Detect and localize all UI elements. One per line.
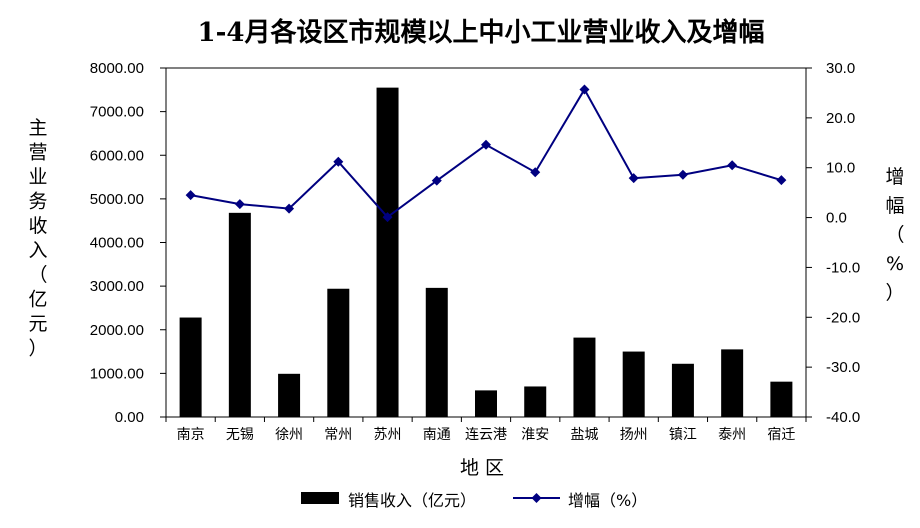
legend-swatch-marker	[531, 493, 542, 503]
x-tick-label: 常州	[324, 427, 352, 443]
y-left-tick-label: 7000.00	[90, 104, 144, 121]
legend-label-bar: 销售收入（亿元）	[348, 491, 476, 510]
growth-point	[530, 167, 541, 178]
y-right-tick-label: -10.0	[826, 259, 860, 276]
growth-point	[431, 175, 442, 186]
bar	[671, 363, 694, 417]
growth-point	[579, 84, 590, 95]
x-axis-label: 地 区	[460, 457, 504, 479]
bar	[278, 373, 301, 417]
x-tick-label: 南通	[423, 427, 451, 443]
growth-point	[234, 199, 245, 210]
chart-title: 1-4月各设区市规模以上中小工业营业收入及增幅	[198, 17, 765, 48]
y-right-label-char: 增	[885, 166, 904, 188]
y-right-tick-label: 30.0	[826, 60, 855, 77]
y-right-tick-label: -40.0	[826, 409, 860, 426]
y-left-tick-label: 1000.00	[90, 365, 144, 382]
y-left-tick-label: 8000.00	[90, 60, 144, 77]
growth-point	[382, 212, 393, 223]
y-right-label-char: ）	[885, 282, 904, 304]
growth-line	[190, 87, 782, 219]
x-tick-label: 镇江	[669, 427, 697, 443]
growth-point	[677, 169, 688, 180]
y-left-tick-label: 2000.00	[90, 322, 144, 339]
x-tick-label: 南京	[177, 427, 205, 443]
bar	[327, 288, 350, 417]
bar	[425, 287, 448, 417]
growth-point	[284, 203, 295, 214]
plot-border	[165, 67, 807, 418]
y-left-tick-label: 3000.00	[90, 278, 144, 295]
y-left-tick-label: 5000.00	[90, 191, 144, 208]
y-right-tick-label: 10.0	[826, 160, 855, 177]
y-left-tick-label: 0.00	[115, 409, 144, 426]
growth-point	[185, 190, 196, 201]
y-right-tick-label: 0.0	[826, 210, 847, 227]
y-left-label-char: 收	[28, 215, 47, 237]
plot-area: 0.00 1000.00 2000.00 3000.00 4000.00 5000.00 6…	[90, 60, 860, 443]
bar	[228, 212, 251, 417]
bar	[622, 351, 645, 417]
y-right-tick-label: -30.0	[826, 359, 860, 376]
y-left-label-char: ）	[28, 338, 47, 360]
y-left-tick-label: 4000.00	[90, 235, 144, 252]
x-tick-label: 盐城	[570, 427, 598, 443]
growth-point	[333, 156, 344, 167]
y-right-tick-label: -20.0	[826, 309, 860, 326]
growth-point	[628, 173, 639, 184]
growth-point	[727, 160, 738, 171]
legend-label-line: 增幅（%）	[568, 491, 647, 510]
y-left-label-char: 业	[28, 166, 47, 188]
bar	[376, 87, 399, 417]
y-left-label-char: 元	[28, 313, 47, 335]
x-tick-label: 宿迁	[767, 426, 795, 443]
x-tick-label: 泰州	[718, 427, 746, 443]
y-left-label-char: 营	[28, 142, 47, 164]
x-tick-label: 徐州	[275, 427, 303, 443]
y-left-label-char: 主	[28, 117, 47, 139]
bar	[524, 386, 547, 417]
y-right-label-char: %	[886, 253, 904, 275]
bar	[179, 317, 202, 417]
y-left-tick-label: 6000.00	[90, 147, 144, 164]
x-tick-label: 苏州	[374, 427, 402, 443]
y-left-label-char: 入	[28, 240, 47, 262]
legend: 销售收入（亿元） 增幅（%）	[301, 491, 647, 510]
growth-point	[776, 175, 787, 186]
x-tick-label: 淮安	[521, 427, 549, 443]
bar	[475, 390, 497, 417]
y-left-label-char: （	[28, 264, 47, 286]
y-left-label-char: 务	[28, 191, 47, 213]
bar	[573, 337, 596, 417]
x-tick-label: 无锡	[226, 427, 254, 443]
legend-swatch-bar	[301, 492, 339, 504]
x-tick-label: 连云港	[465, 427, 507, 443]
x-tick-label: 扬州	[620, 427, 648, 443]
bar	[721, 349, 744, 417]
y-left-label-char: 亿	[28, 289, 47, 311]
bar	[770, 381, 793, 417]
y-right-label-char: 幅	[885, 195, 904, 217]
y-right-label-char: （	[885, 224, 904, 246]
y-right-tick-label: 20.0	[826, 110, 855, 127]
y-axis-label-right: 增幅 （% ）	[885, 166, 904, 304]
growth-point	[481, 139, 491, 150]
